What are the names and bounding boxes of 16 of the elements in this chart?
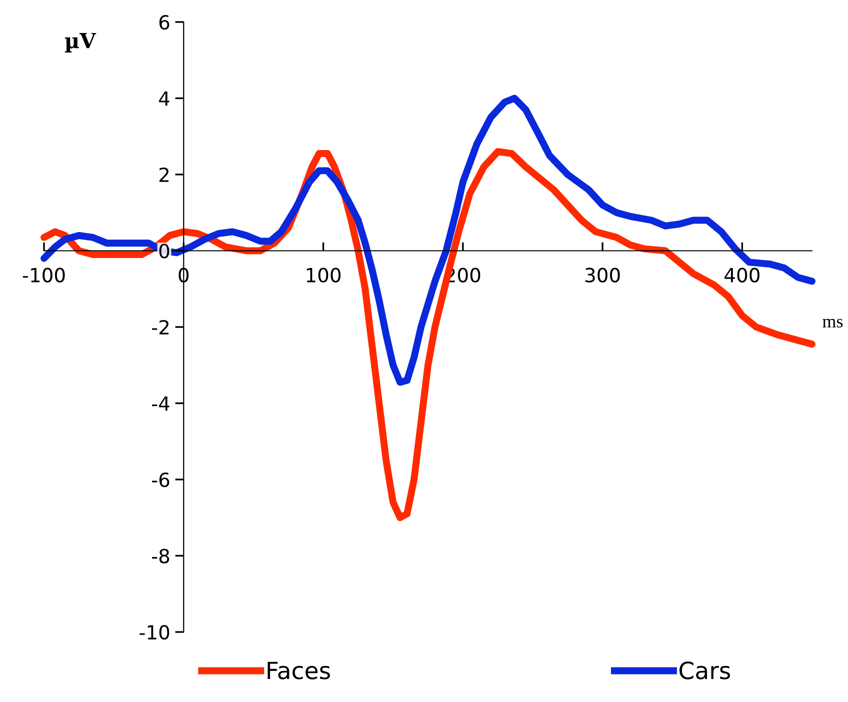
y-tick-label: 2 — [159, 167, 168, 182]
y-tick-label: -8 — [152, 548, 170, 564]
y-tick-label: -10 — [140, 624, 170, 640]
y-tick-label: 4 — [159, 91, 170, 106]
legend-label: Faces — [268, 662, 330, 680]
x-tick-label: 300 — [585, 268, 620, 282]
y-tick-label: -4 — [152, 396, 170, 411]
y-tick-label: 6 — [159, 14, 170, 30]
y-tick-label: -2 — [152, 320, 168, 334]
x-axis-title: ms — [822, 318, 843, 328]
y-tick-label: -6 — [152, 472, 170, 488]
x-tick-label: 100 — [306, 268, 341, 282]
x-tick-label: 400 — [724, 268, 760, 282]
legend-label: Cars — [680, 662, 730, 680]
x-tick-label: -100 — [22, 268, 65, 282]
y-axis-title: µV — [64, 32, 96, 52]
